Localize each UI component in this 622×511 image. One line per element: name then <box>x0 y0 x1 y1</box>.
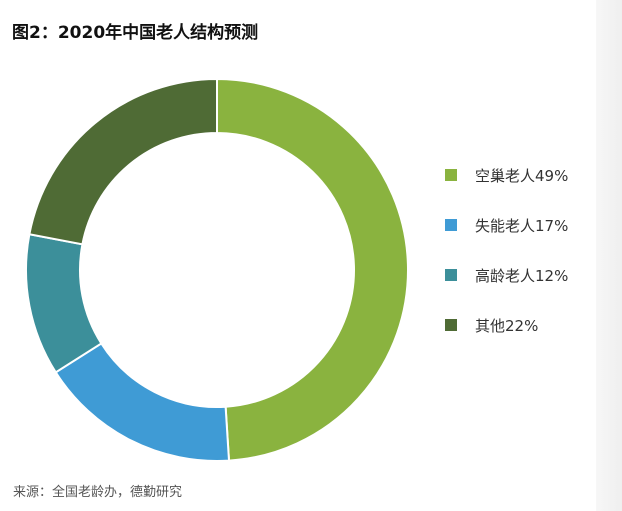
legend-swatch-advanced-age <box>445 269 457 281</box>
legend-item-empty-nest: 空巢老人49% <box>445 150 605 200</box>
legend-label-other: 其他22% <box>475 316 539 335</box>
donut-slice-other <box>28 77 218 246</box>
legend-swatch-empty-nest <box>445 169 457 181</box>
legend-item-advanced-age: 高龄老人12% <box>445 250 605 300</box>
legend-item-disabled: 失能老人17% <box>445 200 605 250</box>
right-edge-shade <box>596 0 622 511</box>
legend-label-empty-nest: 空巢老人49% <box>475 166 569 185</box>
donut-slice-disabled <box>54 342 231 462</box>
legend-swatch-other <box>445 319 457 331</box>
chart-legend: 空巢老人49% 失能老人17% 高龄老人12% 其他22% <box>445 150 605 350</box>
donut-chart <box>25 77 409 462</box>
legend-label-disabled: 失能老人17% <box>475 216 569 235</box>
legend-item-other: 其他22% <box>445 300 605 350</box>
legend-swatch-disabled <box>445 219 457 231</box>
source-note: 来源：全国老龄办，德勤研究 <box>13 485 183 500</box>
chart-title: 图2：2020年中国老人结构预测 <box>12 23 259 43</box>
legend-label-advanced-age: 高龄老人12% <box>475 266 569 285</box>
donut-slice-advanced-age <box>25 233 103 374</box>
donut-chart-container <box>20 73 414 467</box>
donut-slice-empty-nest <box>216 77 409 462</box>
